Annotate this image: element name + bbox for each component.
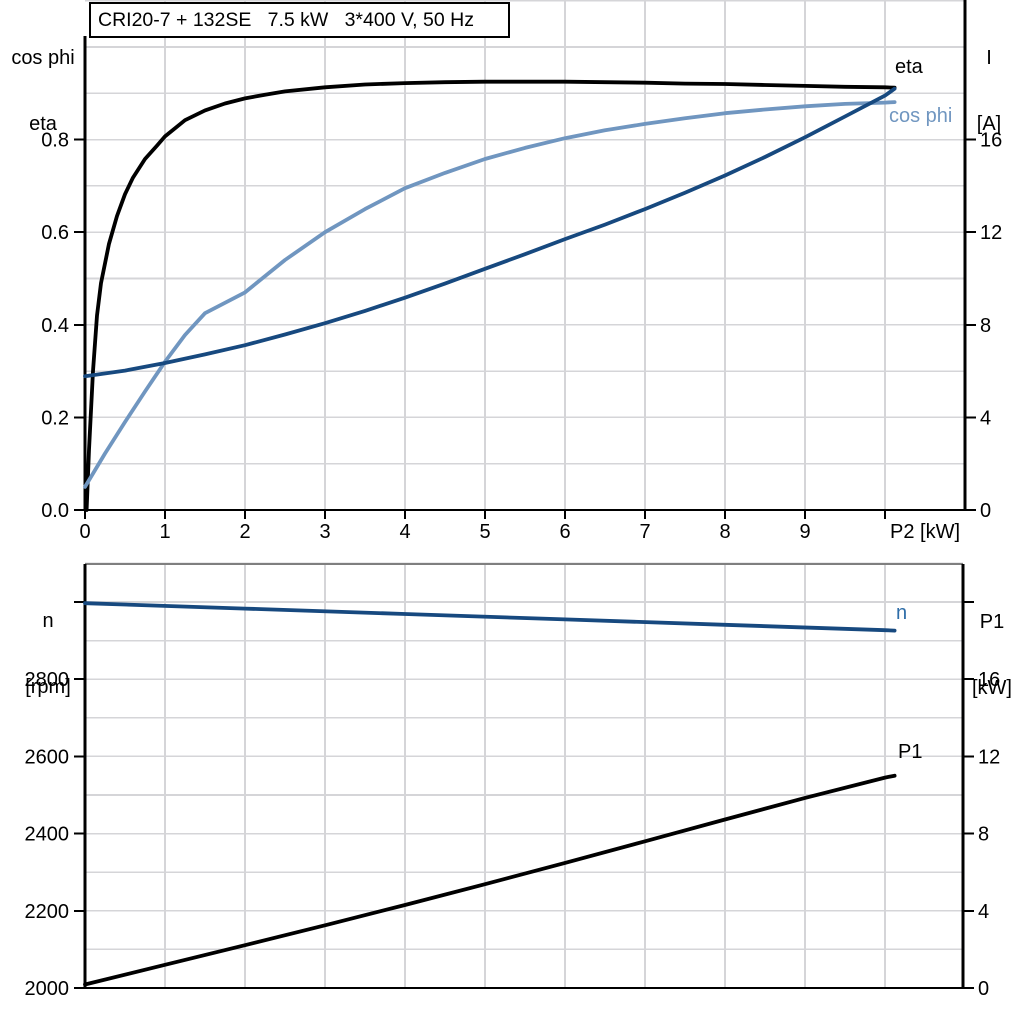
cos-phi-axis-label: cos phi [11,47,75,69]
gridlines [85,0,965,510]
tick-label: 16 [980,130,1002,152]
axes: 2000 2200 2400 2600 2800 0 4 8 12 16 [25,563,1000,1000]
series-p1 [83,773,897,987]
chart-bottom: 2000 2200 2400 2600 2800 0 4 8 12 16 [25,562,1000,1000]
tick-label: 8 [719,521,730,543]
cos-phi-curve-label: cos phi [889,105,953,127]
tick-label: 0 [79,521,90,543]
tick-label: 0.6 [41,222,69,244]
tick-label: 3 [319,521,330,543]
series-i [83,86,897,379]
tick-label: 8 [980,315,991,337]
current-axis-label: I [986,47,992,69]
tick-label: 1 [159,521,170,543]
tick-label: 0 [978,978,989,1000]
tick-label: 0.2 [41,407,69,429]
tick-label: 8 [978,824,989,846]
eta-axis-label: eta [29,113,57,135]
tick-label: 7 [639,521,650,543]
series-cos-phi [83,100,897,489]
current-axis-unit: [A] [976,113,1002,135]
speed-axis-unit: [rpm] [25,676,71,698]
p1-curve-label: P1 [898,741,923,763]
tick-label: 4 [980,407,991,429]
tick-label: 0.0 [41,500,69,522]
eta-curve-label: eta [895,56,923,78]
p1-axis-unit: [kW] [972,677,1012,699]
tick-label: P2 [kW] [890,521,960,543]
tick-label: 12 [978,746,1000,768]
tick-label: 2800 [25,669,70,691]
tick-label: 2600 [25,746,70,768]
tick-label: 2000 [25,978,70,1000]
tick-label: 0.4 [41,315,69,337]
tick-label: 6 [559,521,570,543]
tick-label: 0 [980,500,991,522]
p1-axis-label: P1 [979,611,1005,633]
tick-label: 16 [978,669,1000,691]
speed-axis-label: n [42,610,54,632]
tick-label: 4 [978,901,989,923]
left-axis-header-bottom-chart: n [rpm] [16,566,80,742]
series-n [83,601,897,633]
tick-label: 4 [399,521,410,543]
tick-label: 2 [239,521,250,543]
chart-title: CRI20-7 + 132SE 7.5 kW 3*400 V, 50 Hz [98,8,474,31]
left-axis-header-top-chart: cos phi eta [4,3,82,179]
tick-label: 5 [479,521,490,543]
tick-label: 9 [799,521,810,543]
tick-label: 12 [980,222,1002,244]
speed-curve-label: n [896,602,908,624]
tick-label: 2400 [25,824,70,846]
tick-label: 2200 [25,901,70,923]
tick-label: 0.8 [41,130,69,152]
right-axis-header-top-chart: I [A] [960,3,1018,179]
chart-title-box: CRI20-7 + 132SE 7.5 kW 3*400 V, 50 Hz [89,2,510,38]
series-eta [84,79,897,512]
right-axis-header-bottom-chart: P1 [kW] [962,567,1022,743]
